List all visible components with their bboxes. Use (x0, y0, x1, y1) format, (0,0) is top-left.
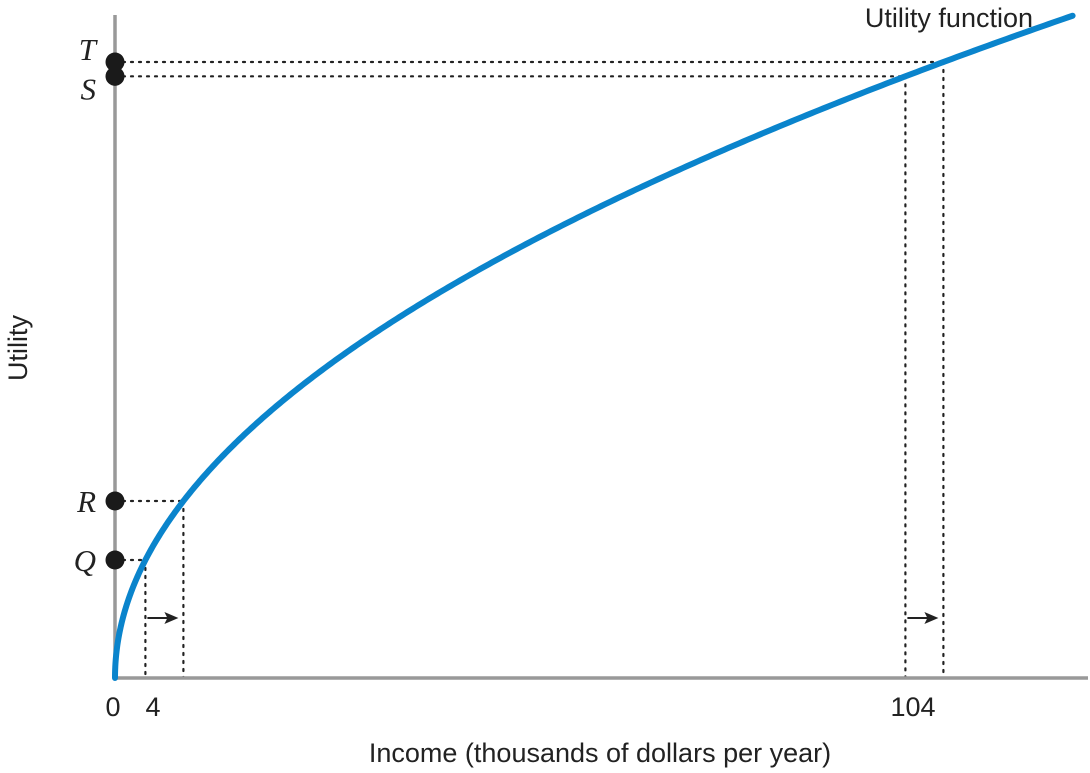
arrow-head-1 (924, 612, 939, 624)
x-tick-label-4: 4 (145, 692, 160, 722)
x-tick-label-104: 104 (890, 692, 935, 722)
series-label-utility-function: Utility function (865, 3, 1033, 33)
point-label-r: R (76, 484, 96, 519)
point-s (105, 66, 125, 86)
point-label-t: T (79, 32, 99, 67)
arrow-head-0 (164, 612, 179, 624)
utility-points: QR ST (74, 32, 125, 578)
point-r (105, 491, 125, 511)
point-label-s: S (81, 71, 97, 106)
point-q (105, 550, 125, 570)
y-axis-title: Utility (3, 315, 33, 381)
x-axis-title: Income (thousands of dollars per year) (369, 738, 831, 768)
utility-curve (112, 12, 1076, 681)
income-increase-arrows (147, 612, 939, 624)
x-tick-label-0: 0 (105, 692, 120, 722)
point-t (105, 52, 125, 72)
point-label-q: Q (74, 543, 96, 578)
guide-lines (113, 60, 945, 680)
